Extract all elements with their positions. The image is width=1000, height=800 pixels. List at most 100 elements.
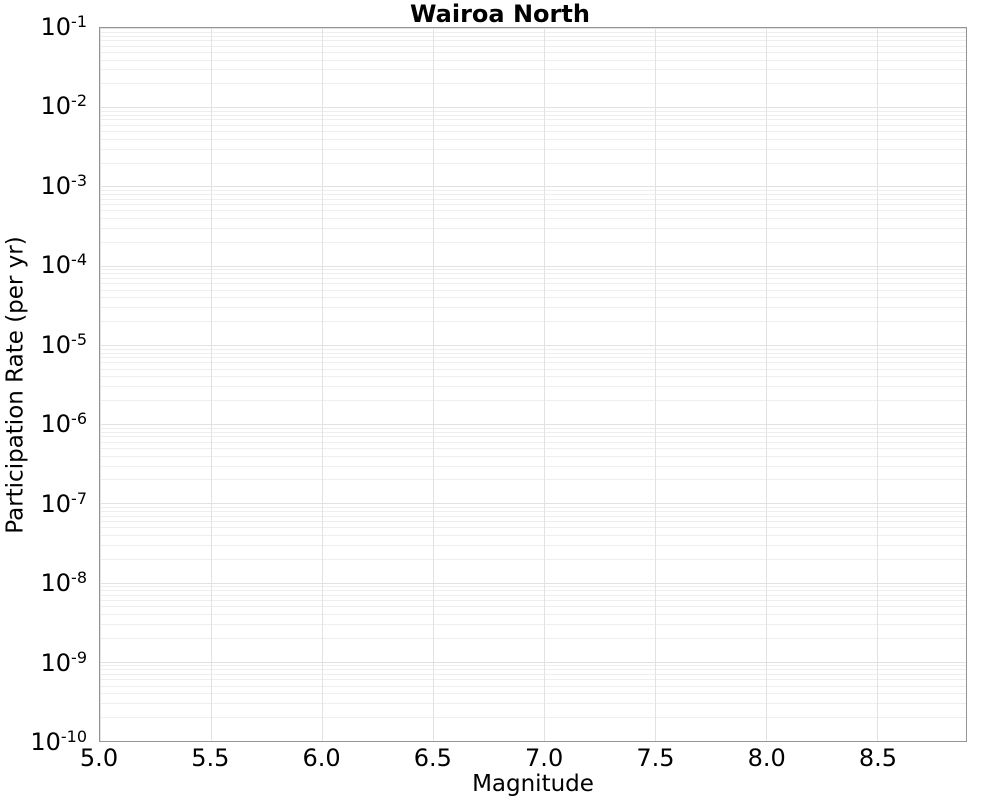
x-tick-label: 5.5: [191, 744, 230, 772]
x-major-gridline: [433, 28, 435, 741]
y-major-gridline: [100, 503, 966, 505]
y-minor-gridline: [100, 204, 966, 206]
y-major-gridline: [100, 28, 966, 29]
y-minor-gridline: [100, 506, 966, 508]
y-minor-gridline: [100, 194, 966, 196]
y-major-gridline: [100, 107, 966, 109]
y-minor-gridline: [100, 131, 966, 133]
y-minor-gridline: [100, 40, 966, 42]
y-minor-gridline: [100, 114, 966, 116]
y-tick-label: 10-4: [40, 250, 88, 280]
y-minor-gridline: [100, 59, 966, 61]
y-minor-gridline: [100, 520, 966, 522]
y-minor-gridline: [100, 227, 966, 229]
y-minor-gridline: [100, 277, 966, 279]
y-minor-gridline: [100, 436, 966, 438]
x-tick-label: 8.5: [858, 744, 898, 772]
y-minor-gridline: [100, 447, 966, 449]
y-major-gridline: [100, 741, 966, 742]
y-minor-gridline: [100, 357, 966, 359]
y-tick-label: 10-10: [30, 727, 87, 756]
chart-title: Wairoa North: [410, 0, 590, 28]
y-major-gridline: [100, 344, 966, 346]
y-minor-gridline: [100, 623, 966, 625]
x-tick-label: 5.0: [79, 744, 119, 772]
y-minor-gridline: [100, 600, 966, 602]
x-tick-label: 6.0: [302, 744, 341, 772]
y-minor-gridline: [100, 269, 966, 271]
y-minor-gridline: [100, 455, 966, 457]
y-minor-gridline: [100, 590, 966, 592]
y-minor-gridline: [100, 31, 966, 33]
plot-area: [99, 27, 967, 742]
x-major-gridline: [100, 28, 101, 741]
y-minor-gridline: [100, 352, 966, 354]
y-minor-gridline: [100, 527, 966, 529]
y-minor-gridline: [100, 693, 966, 695]
x-major-gridline: [211, 28, 213, 741]
y-minor-gridline: [100, 637, 966, 639]
y-minor-gridline: [100, 119, 966, 121]
y-minor-gridline: [100, 544, 966, 546]
y-major-gridline: [100, 661, 966, 663]
y-tick-label: 10-7: [40, 488, 88, 518]
y-minor-gridline: [100, 515, 966, 517]
y-tick-label: 10-2: [40, 91, 88, 121]
y-minor-gridline: [100, 606, 966, 608]
y-minor-gridline: [100, 83, 966, 85]
y-minor-gridline: [100, 669, 966, 671]
y-minor-gridline: [100, 441, 966, 443]
y-minor-gridline: [100, 110, 966, 112]
y-minor-gridline: [100, 479, 966, 481]
y-minor-gridline: [100, 124, 966, 126]
y-minor-gridline: [100, 586, 966, 588]
y-minor-gridline: [100, 297, 966, 299]
y-minor-gridline: [100, 665, 966, 667]
y-minor-gridline: [100, 51, 966, 53]
x-tick-label: 7.0: [525, 744, 564, 772]
y-minor-gridline: [100, 703, 966, 705]
y-major-gridline: [100, 265, 966, 267]
y-minor-gridline: [100, 717, 966, 719]
x-tick-label: 6.5: [413, 744, 452, 772]
y-major-gridline: [100, 582, 966, 584]
y-minor-gridline: [100, 400, 966, 402]
y-minor-gridline: [100, 45, 966, 47]
y-minor-gridline: [100, 148, 966, 150]
y-minor-gridline: [100, 614, 966, 616]
y-tick-label: 10-1: [40, 12, 88, 41]
y-minor-gridline: [100, 273, 966, 275]
y-minor-gridline: [100, 289, 966, 291]
y-minor-gridline: [100, 210, 966, 212]
y-minor-gridline: [100, 307, 966, 309]
y-minor-gridline: [100, 679, 966, 681]
y-minor-gridline: [100, 348, 966, 350]
y-minor-gridline: [100, 190, 966, 192]
y-minor-gridline: [100, 511, 966, 512]
y-minor-gridline: [100, 198, 966, 200]
y-minor-gridline: [100, 217, 966, 219]
y-tick-labels: 10-1 10-2 10-3 10-4 10-5 10-6 10-7 10-8 10-9 10-1…: [0, 14, 96, 755]
y-minor-gridline: [100, 465, 966, 467]
x-axis-label: Magnitude: [472, 771, 594, 797]
y-tick-label: 10-8: [40, 568, 88, 598]
x-tick-label: 8.0: [747, 744, 786, 772]
y-tick-label: 10-6: [40, 409, 88, 439]
y-minor-gridline: [100, 69, 966, 71]
x-major-gridline: [766, 28, 768, 741]
y-minor-gridline: [100, 241, 966, 243]
y-minor-gridline: [100, 138, 966, 140]
y-minor-gridline: [100, 427, 966, 429]
y-minor-gridline: [100, 534, 966, 536]
y-minor-gridline: [100, 431, 966, 433]
y-minor-gridline: [100, 362, 966, 364]
y-major-gridline: [100, 424, 966, 426]
x-major-gridline: [322, 28, 324, 741]
y-minor-gridline: [100, 685, 966, 687]
y-minor-gridline: [100, 368, 966, 370]
x-major-gridline: [655, 28, 657, 741]
x-major-gridline: [877, 28, 879, 741]
y-tick-label: 10-5: [40, 329, 88, 359]
y-minor-gridline: [100, 321, 966, 323]
y-minor-gridline: [100, 376, 966, 378]
